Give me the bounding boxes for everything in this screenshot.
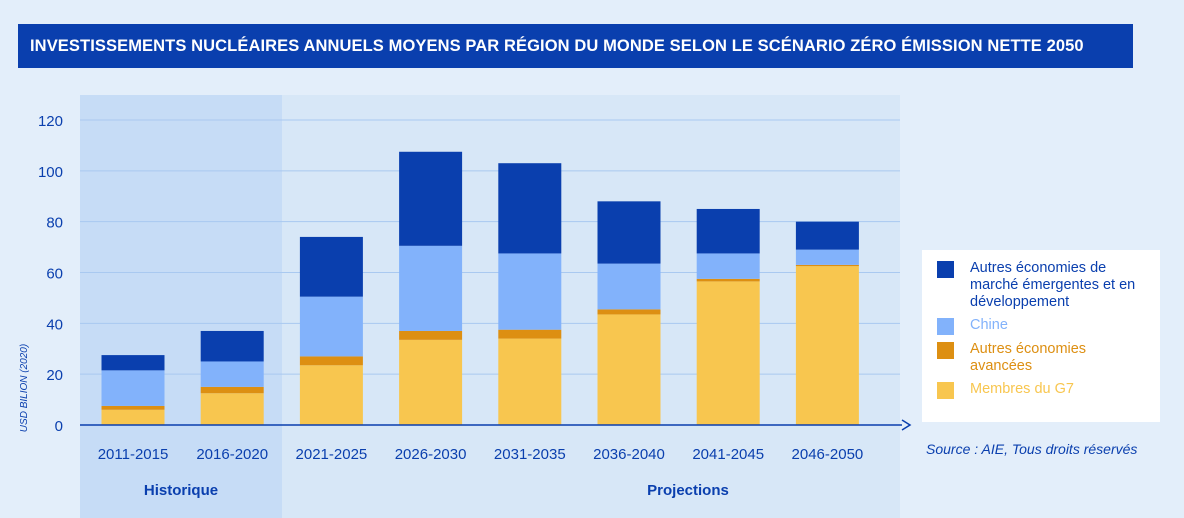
chart-title: INVESTISSEMENTS NUCLÉAIRES ANNUELS MOYEN…	[18, 24, 1133, 68]
bar-segment	[399, 245, 463, 331]
bar-segment	[299, 236, 363, 297]
bar-segment	[696, 281, 760, 425]
bar-segment	[299, 365, 363, 425]
bar-segment	[597, 314, 661, 425]
bar-segment	[101, 355, 165, 371]
y-tick-label: 0	[55, 418, 63, 435]
bar-segment	[498, 163, 562, 254]
legend-item: Chine	[937, 317, 1150, 335]
bar-segment	[200, 386, 264, 394]
x-tick-label: 2021-2025	[296, 446, 368, 463]
bar-segment	[696, 278, 760, 282]
bar-segment	[299, 356, 363, 366]
legend-item: Autres économies de marché émergentes et…	[937, 260, 1150, 311]
legend-swatch	[937, 261, 954, 278]
legend-label: Autres économies avancées	[970, 341, 1087, 374]
group-label: Projections	[647, 482, 729, 499]
legend-item: Autres économies avancées	[937, 341, 1150, 375]
bar-segment	[101, 370, 165, 406]
x-tick-label: 2041-2045	[692, 446, 764, 463]
bar-segment	[101, 409, 165, 425]
bar-segment	[399, 339, 463, 425]
bar-segment	[200, 330, 264, 362]
x-tick-label: 2031-2035	[494, 446, 566, 463]
bar-segment	[101, 405, 165, 410]
bar-segment	[696, 253, 760, 279]
legend-swatch	[937, 318, 954, 335]
legend-swatch	[937, 382, 954, 399]
y-tick-label: 100	[38, 164, 63, 181]
x-tick-label: 2011-2015	[98, 446, 169, 463]
legend-label: Membres du G7	[970, 381, 1074, 397]
bar-segment	[696, 208, 760, 254]
legend-label: Chine	[970, 317, 1008, 333]
bar-segment	[200, 361, 264, 387]
bar-segment	[597, 263, 661, 310]
x-tick-label: 2026-2030	[395, 446, 467, 463]
y-tick-label: 20	[46, 367, 63, 384]
x-axis-arrow	[901, 419, 912, 431]
bar-segment	[498, 338, 562, 425]
bar-segment	[795, 221, 859, 250]
x-tick-label: 2046-2050	[792, 446, 864, 463]
legend-swatch	[937, 342, 954, 359]
bar-segment	[795, 249, 859, 265]
group-label: Historique	[144, 482, 218, 499]
y-tick-label: 60	[46, 266, 63, 283]
historic-shading	[80, 95, 282, 518]
x-tick-label: 2016-2020	[196, 446, 268, 463]
y-tick-label: 120	[38, 113, 63, 130]
y-axis-label: USD BILION (2020)	[19, 344, 30, 432]
bar-segment	[399, 151, 463, 246]
bar-segment	[795, 266, 859, 425]
source-note: Source : AIE, Tous droits réservés	[926, 441, 1138, 457]
y-tick-label: 40	[46, 316, 63, 333]
bar-segment	[498, 329, 562, 339]
bar-segment	[597, 201, 661, 264]
legend-label: Autres économies de marché émergentes et…	[970, 260, 1136, 310]
x-tick-label: 2036-2040	[593, 446, 665, 463]
bar-segment	[498, 253, 562, 330]
bar-segment	[399, 330, 463, 340]
bar-segment	[200, 393, 264, 425]
legend: Autres économies de marché émergentes et…	[922, 250, 1160, 422]
legend-item: Membres du G7	[937, 381, 1150, 399]
bar-segment	[597, 309, 661, 315]
bar-segment	[299, 296, 363, 357]
y-tick-label: 80	[46, 215, 63, 232]
bar-segment	[795, 264, 859, 267]
